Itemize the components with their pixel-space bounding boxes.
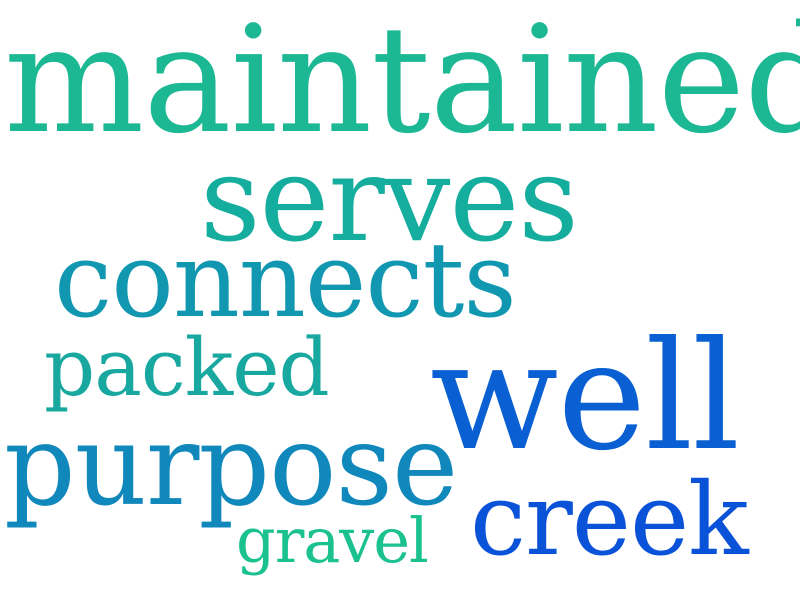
word-creek: creek xyxy=(470,461,749,578)
word-well: well xyxy=(430,310,740,484)
word-packed: packed xyxy=(44,321,330,414)
word-connects: connects xyxy=(54,219,517,341)
word-purpose: purpose xyxy=(4,401,458,531)
word-serves: serves xyxy=(200,130,579,268)
word-maintained: maintained xyxy=(4,0,800,166)
word-gravel: gravel xyxy=(236,504,429,577)
